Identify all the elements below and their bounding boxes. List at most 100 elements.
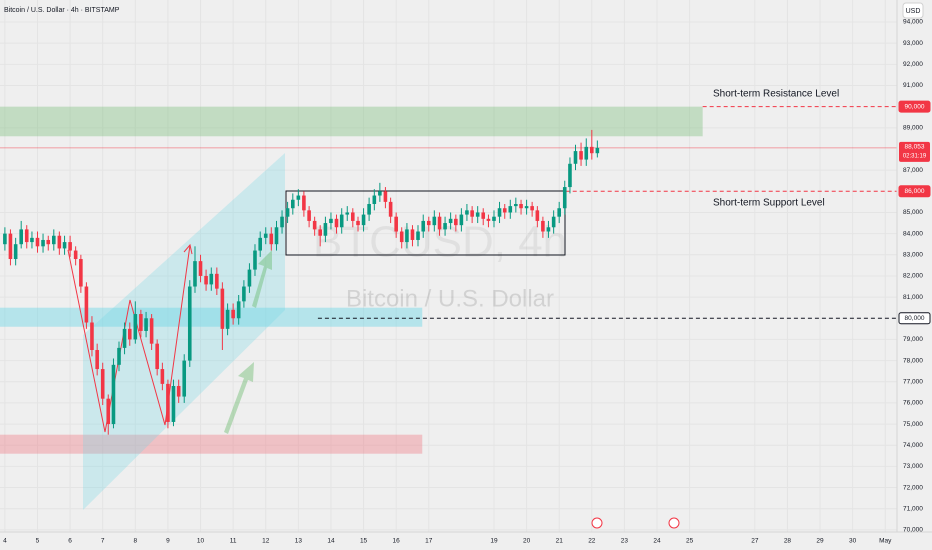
y-tick-label: 93,000	[903, 40, 923, 47]
candle-body	[416, 231, 420, 240]
x-tick-label: 27	[751, 538, 759, 545]
last-price-tag	[899, 141, 930, 162]
watermark-name: Bitcoin / U.S. Dollar	[346, 285, 554, 312]
currency: USD	[906, 8, 921, 15]
annotation: Short-term Support Level	[713, 198, 825, 209]
candle-body	[24, 229, 29, 243]
candle-body	[562, 187, 567, 209]
x-tick-label: 23	[621, 538, 629, 545]
candle-body	[204, 275, 208, 285]
candle-body	[568, 163, 572, 188]
candle-body	[149, 318, 154, 344]
level-tag	[898, 185, 931, 198]
zones	[0, 106, 703, 454]
candle-body	[514, 203, 518, 207]
candle-body	[35, 237, 40, 247]
price-tags: 90,000 86,000 80,000 88,053 02:31:19	[898, 100, 931, 325]
y-tick-label: 71,000	[903, 505, 923, 512]
candle-body	[144, 318, 148, 331]
candle-body	[356, 220, 360, 226]
candle-body	[584, 146, 589, 160]
zone	[0, 434, 423, 454]
y-tick-label: 83,000	[903, 252, 923, 259]
candle-body	[285, 208, 290, 217]
candle-body	[595, 147, 600, 154]
last-price-label: 88,053	[905, 144, 925, 151]
candle-body	[437, 216, 442, 230]
level-tag	[898, 100, 931, 113]
candles	[3, 129, 600, 435]
x-tick-label: 25	[686, 538, 694, 545]
candle-body	[329, 218, 333, 224]
candle-body	[394, 216, 398, 232]
y-tick-label: 81,000	[903, 294, 923, 301]
event-icon[interactable]	[668, 517, 680, 529]
candle-body	[530, 206, 534, 211]
candle-body	[551, 216, 556, 228]
y-tick-label: 82,000	[903, 273, 923, 280]
candle-body	[19, 229, 23, 245]
candle-body	[519, 203, 523, 209]
candle-body	[486, 218, 491, 221]
candle-body	[269, 233, 274, 245]
candle-body	[90, 322, 94, 351]
candle-body	[378, 191, 382, 196]
candle-body	[225, 309, 230, 329]
candle-body	[590, 146, 594, 154]
x-tick-label: 22	[588, 538, 596, 545]
candle-body	[492, 216, 496, 221]
level-tag	[898, 312, 931, 325]
candle-body	[454, 218, 458, 226]
candle-body	[470, 210, 474, 217]
x-tick-label: May	[879, 538, 892, 545]
candle-body	[372, 195, 377, 204]
candle-body	[84, 286, 89, 323]
candle-body	[524, 206, 529, 209]
candle-body	[160, 369, 165, 384]
y-tick-label: 85,000	[903, 209, 923, 216]
candle-body	[79, 259, 83, 287]
y-tick-label: 75,000	[903, 421, 923, 428]
y-tick-label: 79,000	[903, 336, 923, 343]
candle-body	[8, 233, 13, 260]
countdown: 02:31:19	[903, 153, 927, 159]
candle-body	[62, 242, 67, 249]
candle-body	[139, 314, 143, 331]
candle-body	[541, 220, 545, 232]
x-tick-label: 7	[101, 538, 105, 545]
currency-button[interactable]	[902, 2, 924, 19]
x-tick-label: 20	[523, 538, 531, 545]
candle-body	[312, 220, 317, 230]
candle-body	[367, 203, 371, 215]
y-tick-label: 73,000	[903, 463, 923, 470]
arrow-up	[252, 250, 272, 308]
y-tick-label: 92,000	[903, 61, 923, 68]
candle-body	[231, 309, 235, 319]
zigzag-arrowhead	[183, 243, 193, 255]
zone	[0, 307, 423, 327]
annotation: Short-term Resistance Level	[713, 89, 839, 100]
candle-body	[133, 314, 138, 340]
candle-body	[502, 208, 507, 213]
candle-body	[258, 237, 262, 251]
candle-body	[117, 347, 121, 365]
x-tick-label: 8	[134, 538, 138, 545]
candle-body	[323, 223, 328, 236]
price-axis	[897, 0, 932, 550]
candle-body	[557, 208, 561, 217]
candle-body	[166, 383, 170, 422]
x-tick-label: 29	[816, 538, 824, 545]
candle-body	[508, 206, 513, 213]
candle-body	[399, 231, 404, 243]
candle-body	[274, 227, 279, 245]
candle-body	[198, 261, 203, 276]
y-tick-label: 72,000	[903, 484, 923, 491]
range-box	[285, 190, 566, 256]
candle-body	[345, 212, 350, 215]
x-tick-label: 24	[653, 538, 661, 545]
event-icon[interactable]	[591, 517, 603, 529]
level-tag-label: 90,000	[905, 103, 925, 110]
x-tick-label: 17	[425, 538, 433, 545]
